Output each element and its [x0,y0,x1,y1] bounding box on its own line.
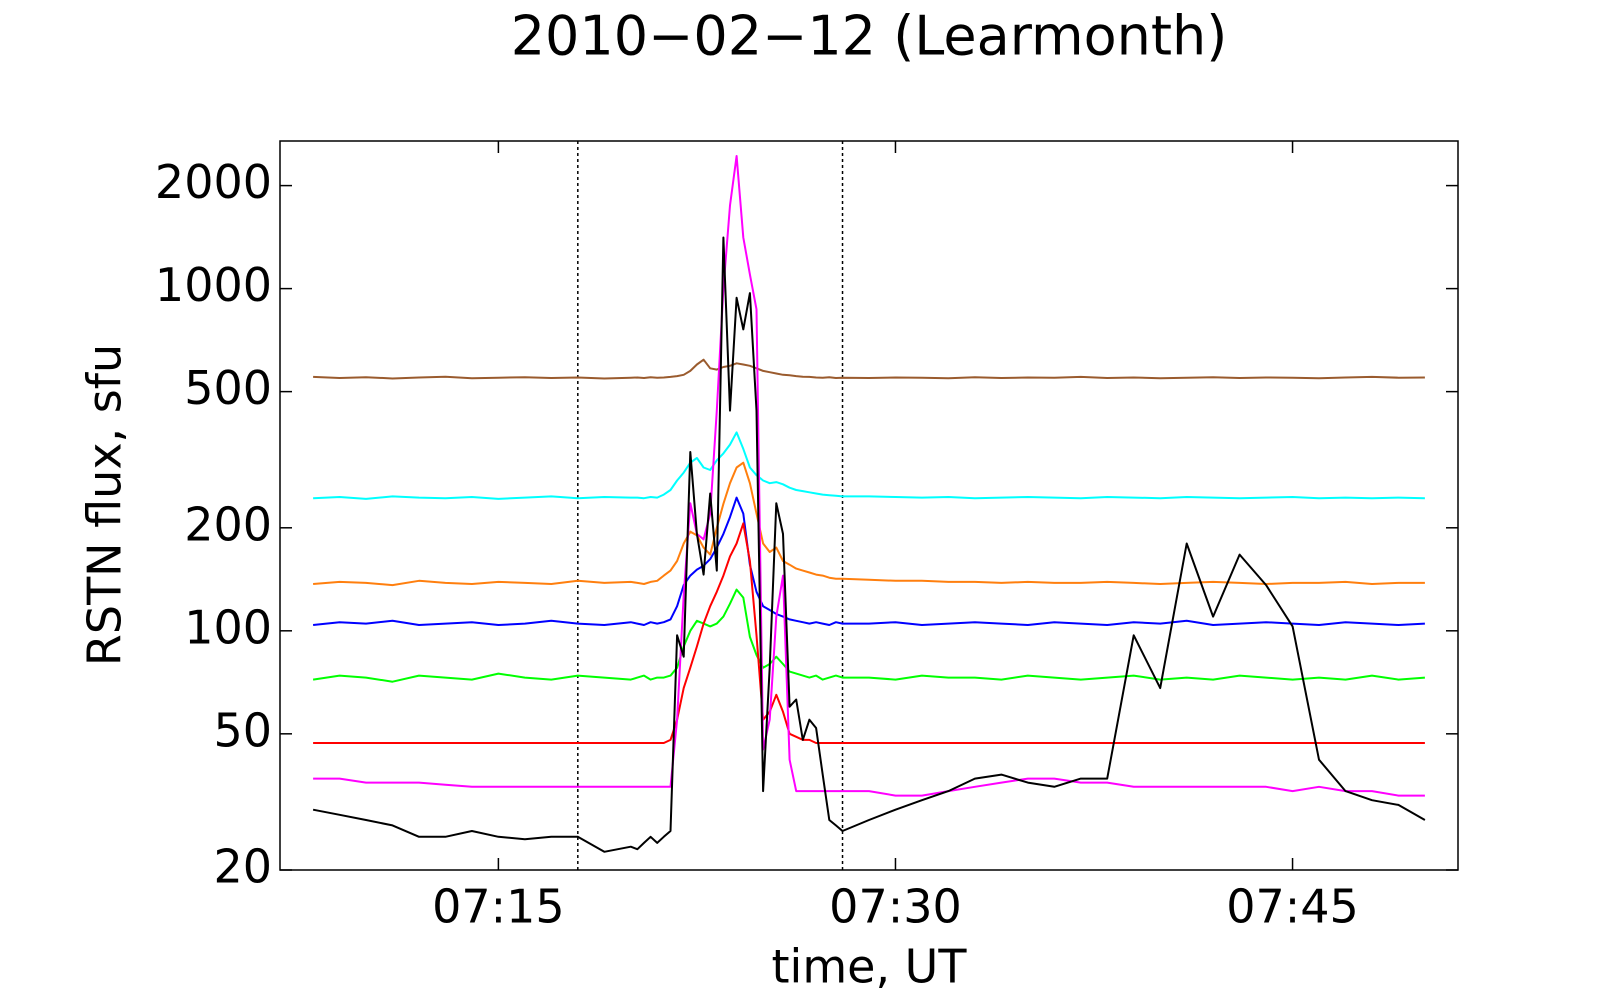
series-line [313,461,1425,587]
x-axis-label: time, UT [772,940,968,994]
series-line [313,155,1425,797]
y-tick-label: 200 [184,497,272,551]
y-tick-label: 50 [213,703,272,757]
series-line [312,236,1426,853]
chart-title: 2010−02−12 (Learmonth) [511,5,1228,68]
series-line [312,496,1425,626]
y-tick-label: 1000 [155,258,272,312]
y-axis-label: RSTN flux, sfu [78,344,132,666]
series-line [313,431,1425,500]
x-tick-label: 07:15 [432,880,565,934]
y-tick-label: 20 [213,840,272,894]
series-line [313,358,1425,380]
y-tick-label: 2000 [155,155,272,209]
y-tick-label: 500 [184,361,272,415]
plot-frame [279,140,1459,871]
x-tick-label: 07:30 [829,880,962,934]
y-tick-label: 100 [184,600,272,654]
x-tick-label: 07:45 [1226,880,1359,934]
